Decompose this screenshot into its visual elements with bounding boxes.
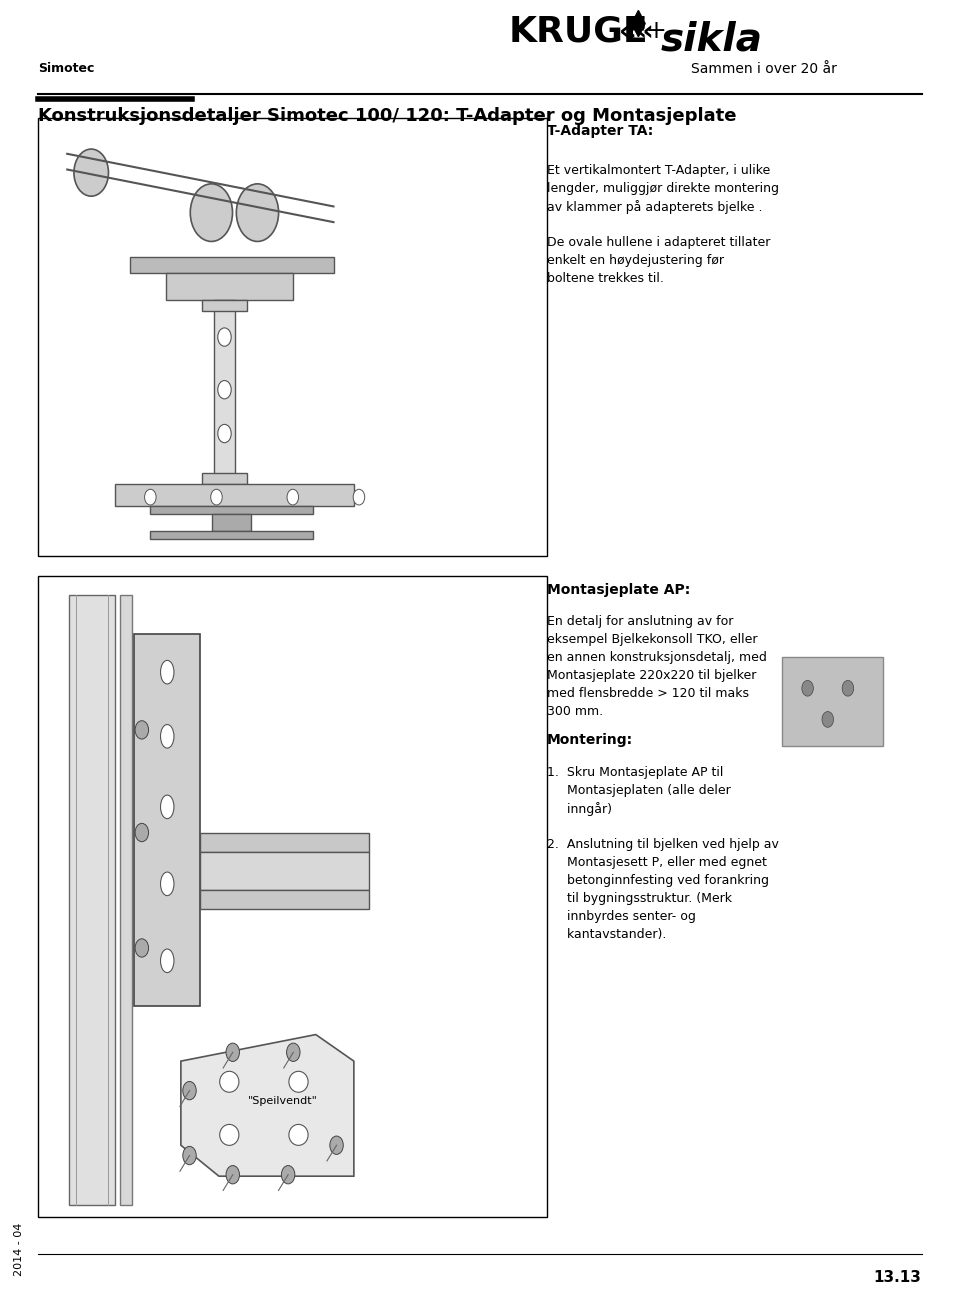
Bar [115,484,354,505]
Ellipse shape [220,1071,239,1092]
Circle shape [182,1081,196,1100]
Circle shape [145,490,156,505]
Bar [203,473,247,484]
Circle shape [802,681,813,696]
Bar [214,300,235,484]
Circle shape [330,1136,344,1155]
Bar [203,300,247,310]
Text: Et vertikalmontert T-Adapter, i ulike
lengder, muliggjør direkte montering
av kl: Et vertikalmontert T-Adapter, i ulike le… [547,164,780,215]
Circle shape [218,424,231,442]
Text: Sammen i over 20 år: Sammen i over 20 år [691,62,837,76]
Bar [201,890,369,910]
Ellipse shape [160,725,174,747]
Text: +: + [645,20,666,43]
Text: De ovale hullene i adapteret tillater
enkelt en høydejustering før
boltene trekk: De ovale hullene i adapteret tillater en… [547,236,771,284]
Text: 1.  Skru Montasjeplate AP til
     Montasjeplaten (alle deler
     inngår): 1. Skru Montasjeplate AP til Montasjepla… [547,766,731,817]
Circle shape [135,823,149,842]
Polygon shape [180,1034,354,1177]
Circle shape [218,381,231,399]
Circle shape [287,1043,300,1062]
Text: 2.  Anslutning til bjelken ved hjelp av
     Montasjesett P, eller med egnet
   : 2. Anslutning til bjelken ved hjelp av M… [547,838,780,941]
Text: 2014 - 04: 2014 - 04 [14,1223,24,1276]
Circle shape [74,149,108,196]
Circle shape [190,183,232,241]
Text: KRUGE: KRUGE [509,14,648,48]
Bar [212,514,252,530]
Text: "Speilvendt": "Speilvendt" [249,1096,318,1106]
Circle shape [842,681,853,696]
Bar [166,274,293,300]
Bar [134,634,201,1005]
Circle shape [281,1165,295,1183]
Ellipse shape [220,1124,239,1145]
Circle shape [135,721,149,740]
Circle shape [226,1165,239,1183]
Bar [151,505,313,514]
Circle shape [135,939,149,957]
Bar [38,118,547,556]
Text: Montasjeplate AP:: Montasjeplate AP: [547,583,690,597]
Ellipse shape [160,660,174,683]
Circle shape [182,1147,196,1165]
Bar [119,596,132,1204]
Ellipse shape [160,872,174,895]
Text: 13.13: 13.13 [874,1271,922,1285]
Text: ««: «« [619,17,655,46]
Text: T-Adapter TA:: T-Adapter TA: [547,124,654,139]
Bar [201,833,369,852]
Text: Konstruksjonsdetaljer Simotec 100/ 120: T-Adapter og Montasjeplate: Konstruksjonsdetaljer Simotec 100/ 120: … [38,107,737,126]
Bar [782,657,883,746]
Bar [151,530,313,539]
Bar [69,596,115,1204]
Circle shape [218,329,231,347]
Ellipse shape [289,1071,308,1092]
Bar [130,257,333,274]
Ellipse shape [289,1124,308,1145]
Circle shape [287,490,299,505]
Bar [38,576,547,1217]
Circle shape [353,490,365,505]
Bar [201,852,369,890]
Circle shape [211,490,223,505]
Circle shape [822,712,833,728]
Polygon shape [632,10,645,37]
Ellipse shape [160,795,174,818]
Text: En detalj for anslutning av for
eksempel Bjelkekonsoll TKO, eller
en annen konst: En detalj for anslutning av for eksempel… [547,615,767,719]
Text: sikla: sikla [660,20,762,59]
Circle shape [226,1043,239,1062]
Text: Simotec: Simotec [38,62,95,75]
Circle shape [236,183,278,241]
Ellipse shape [160,949,174,973]
Text: Montering:: Montering: [547,733,634,747]
